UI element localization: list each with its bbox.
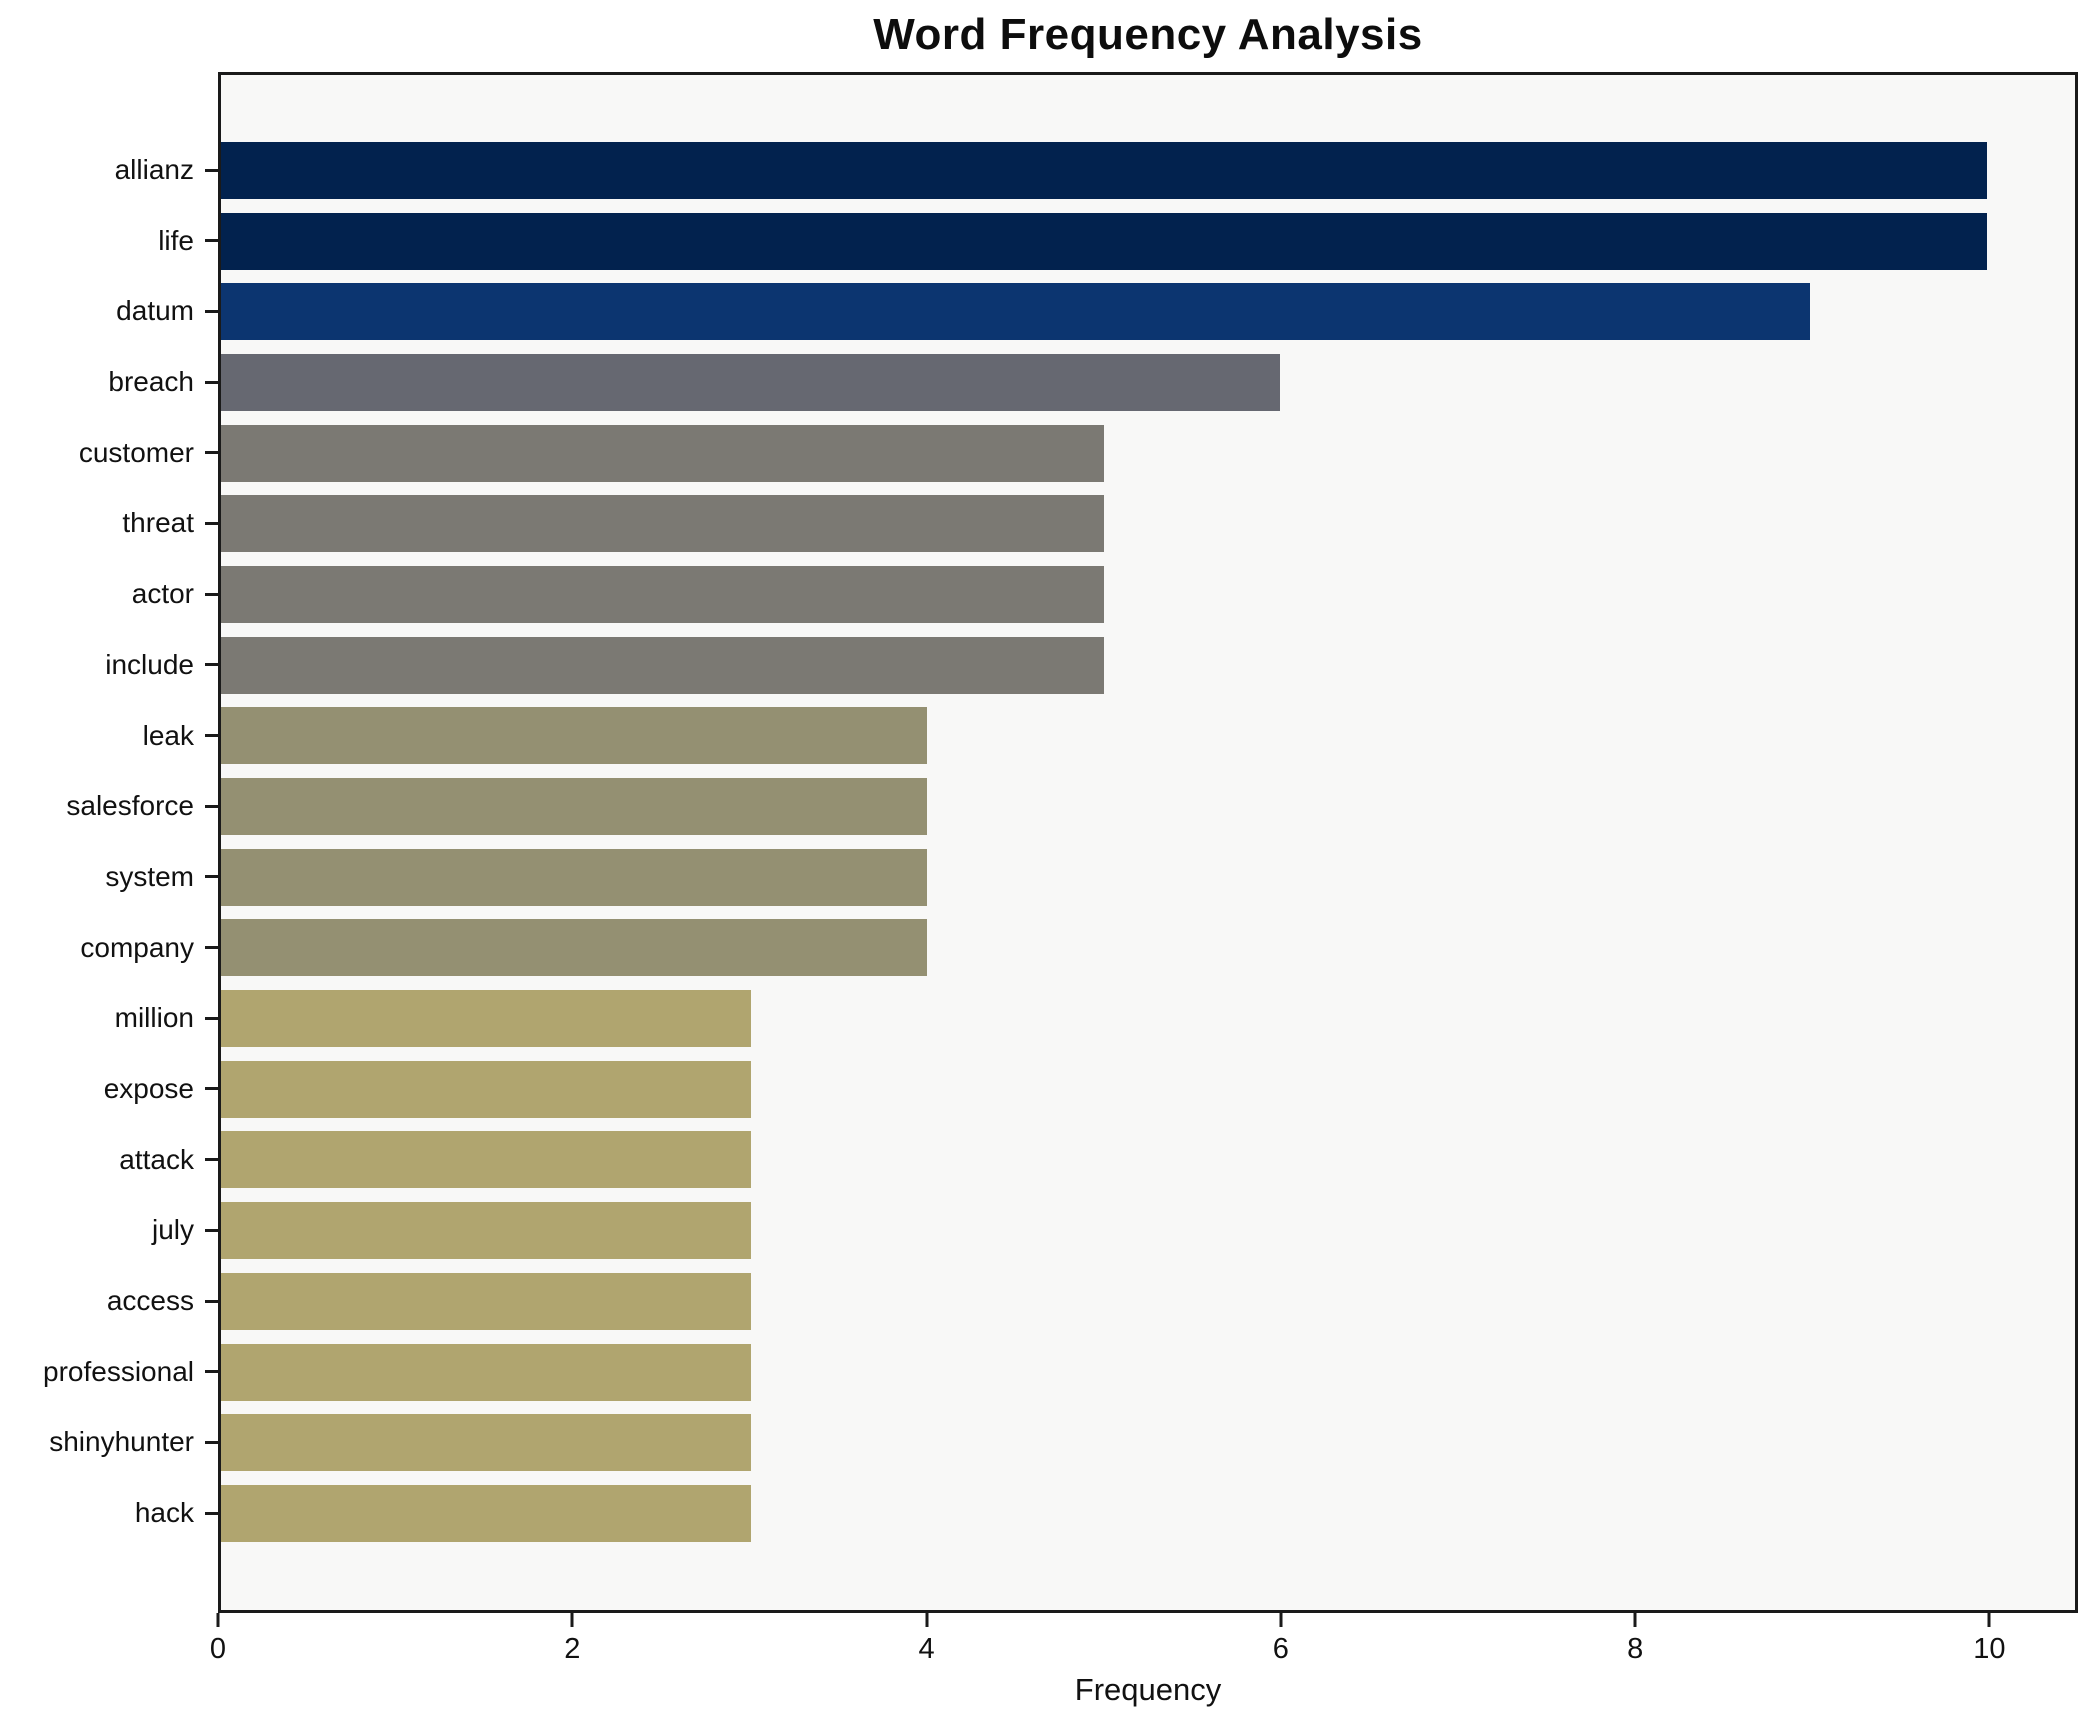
- y-axis-label: actor: [131, 578, 194, 610]
- bar-row: hack: [135, 1478, 2075, 1549]
- y-axis-tick-mark: [205, 804, 218, 808]
- x-axis-tick-label: 4: [918, 1633, 935, 1665]
- bar-row: professional: [43, 1337, 2075, 1408]
- x-axis-tick-mark: [1279, 1613, 1283, 1627]
- bar-row: leak: [143, 701, 2075, 772]
- bar-row: breach: [108, 347, 2075, 418]
- chart-title: Word Frequency Analysis: [873, 10, 1423, 59]
- y-axis-tick-mark: [205, 1087, 218, 1091]
- y-axis-label: access: [106, 1285, 194, 1316]
- frequency-bar: [221, 990, 751, 1048]
- y-axis-label: allianz: [114, 154, 194, 185]
- bar-row: attack: [119, 1125, 2075, 1196]
- frequency-bar: [221, 141, 1987, 199]
- frequency-bar: [221, 778, 928, 836]
- bar-row: expose: [104, 1054, 2075, 1125]
- frequency-bar: [221, 707, 928, 765]
- y-axis-label: hack: [134, 1497, 194, 1529]
- plot-area: allianz life datum breach customer threat acto…: [43, 72, 2078, 1613]
- x-axis-tick-label: 2: [564, 1633, 581, 1665]
- bar-row: million: [115, 983, 2075, 1054]
- frequency-bar: [221, 495, 1104, 553]
- y-axis-tick-mark: [205, 1228, 218, 1232]
- bar-row: company: [80, 913, 2075, 984]
- y-axis-tick-mark: [205, 1511, 218, 1515]
- x-axis-tick-mark: [216, 1613, 220, 1627]
- bar-row: include: [105, 630, 2075, 701]
- y-axis-tick-mark: [205, 946, 218, 950]
- frequency-bar: [221, 1202, 751, 1260]
- y-axis-tick-mark: [205, 521, 218, 525]
- bar-row: datum: [116, 276, 2075, 347]
- x-axis-tick-label: 0: [209, 1633, 227, 1665]
- y-axis-tick-mark: [205, 168, 218, 172]
- y-axis-label: breach: [108, 366, 194, 398]
- y-axis-label: datum: [116, 295, 194, 327]
- y-axis-tick-mark: [205, 380, 218, 384]
- frequency-bar: [221, 565, 1104, 623]
- y-axis-label: company: [80, 931, 194, 963]
- y-axis-label: leak: [142, 719, 194, 751]
- y-axis-tick-mark: [205, 734, 218, 737]
- x-axis-title: Frequency: [1074, 1672, 1222, 1707]
- frequency-bar: [221, 1131, 751, 1189]
- bar-row: customer: [79, 418, 2075, 489]
- y-axis-label: million: [114, 1002, 194, 1034]
- y-axis-tick-mark: [205, 1440, 218, 1444]
- bar-row: july: [152, 1195, 2075, 1266]
- frequency-bar: [221, 848, 928, 906]
- frequency-bar: [221, 353, 1281, 411]
- frequency-bar: [221, 636, 1104, 694]
- y-axis-label: include: [105, 648, 194, 680]
- bar-row: threat: [122, 488, 2075, 559]
- bar-row: shinyhunter: [49, 1407, 2075, 1478]
- frequency-bar: [221, 1414, 751, 1472]
- y-axis-tick-mark: [205, 875, 218, 879]
- frequency-bar: [221, 1060, 751, 1118]
- y-axis-tick-mark: [205, 1299, 218, 1303]
- bar-row: actor: [132, 559, 2075, 630]
- y-axis-label: attack: [119, 1143, 194, 1175]
- frequency-bar: [221, 424, 1104, 482]
- y-axis-tick-mark: [205, 309, 218, 313]
- x-axis-tick-label: 10: [1973, 1633, 2006, 1665]
- y-axis-label: professional: [43, 1355, 194, 1387]
- y-axis-tick-mark: [205, 1016, 218, 1020]
- x-axis-tick-mark: [1633, 1613, 1637, 1627]
- y-axis-tick-mark: [205, 1158, 218, 1162]
- y-axis-tick-mark: [205, 451, 218, 455]
- y-axis-tick-mark: [205, 592, 218, 596]
- x-axis-tick-mark: [925, 1613, 929, 1627]
- x-axis-tick-mark: [570, 1613, 574, 1627]
- bar-row: life: [158, 206, 2075, 277]
- y-axis-label: system: [105, 860, 194, 892]
- x-axis-tick-mark: [1987, 1613, 1991, 1627]
- bars-container: allianz life datum breach customer threat acto…: [43, 75, 2075, 1610]
- bar-row: salesforce: [66, 771, 2075, 842]
- frequency-bar: [221, 1272, 751, 1330]
- y-axis-tick-mark: [205, 1370, 218, 1374]
- x-axis: 0 2 4 6 8 10: [210, 1613, 2078, 1713]
- frequency-bar: [221, 919, 928, 977]
- y-axis-label: expose: [103, 1072, 194, 1104]
- y-axis-label: july: [151, 1214, 194, 1246]
- frequency-bar: [221, 1343, 751, 1401]
- y-axis-label: shinyhunter: [49, 1426, 194, 1458]
- x-axis-tick-label: 6: [1272, 1633, 1289, 1665]
- y-axis-label: life: [158, 224, 194, 256]
- y-axis-label: threat: [122, 507, 194, 539]
- frequency-bar: [221, 212, 1987, 270]
- y-axis-tick-mark: [205, 663, 218, 667]
- frequency-bar: [221, 283, 1811, 341]
- y-axis-label: customer: [78, 436, 194, 468]
- bar-row: system: [105, 842, 2075, 913]
- bar-row: access: [107, 1266, 2075, 1337]
- frequency-bar: [221, 1484, 751, 1542]
- bar-row: allianz: [115, 135, 2075, 206]
- x-axis-tick-label: 8: [1627, 1633, 1644, 1665]
- y-axis-tick-mark: [205, 239, 218, 243]
- y-axis-label: salesforce: [66, 790, 194, 822]
